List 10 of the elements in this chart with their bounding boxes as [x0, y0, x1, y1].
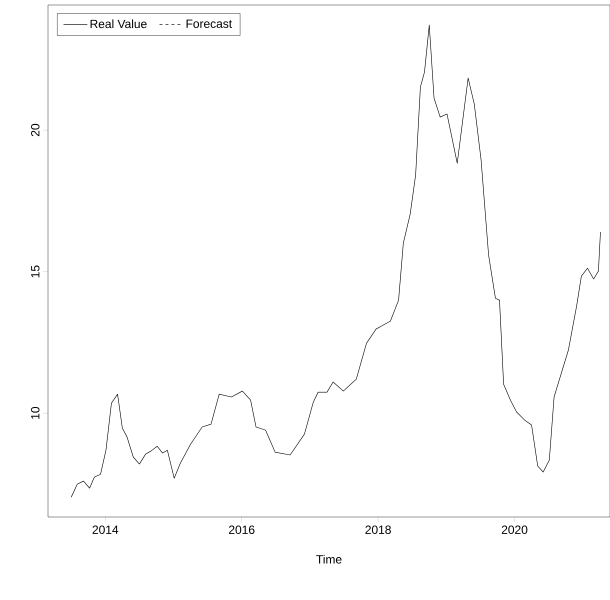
legend-label: Real Value [90, 19, 147, 28]
y-tick-label: 20 [31, 124, 40, 136]
legend-label: Forecast [186, 20, 232, 28]
x-tick-label: 2014 [92, 526, 118, 534]
x-axis-title: Time [316, 554, 342, 564]
x-tick-label: 2020 [502, 526, 528, 534]
x-tick-label: 2018 [365, 526, 391, 534]
y-tick-label: 15 [31, 265, 40, 278]
y-tick-label: 10 [31, 406, 40, 419]
x-tick-label: 2016 [229, 526, 254, 534]
